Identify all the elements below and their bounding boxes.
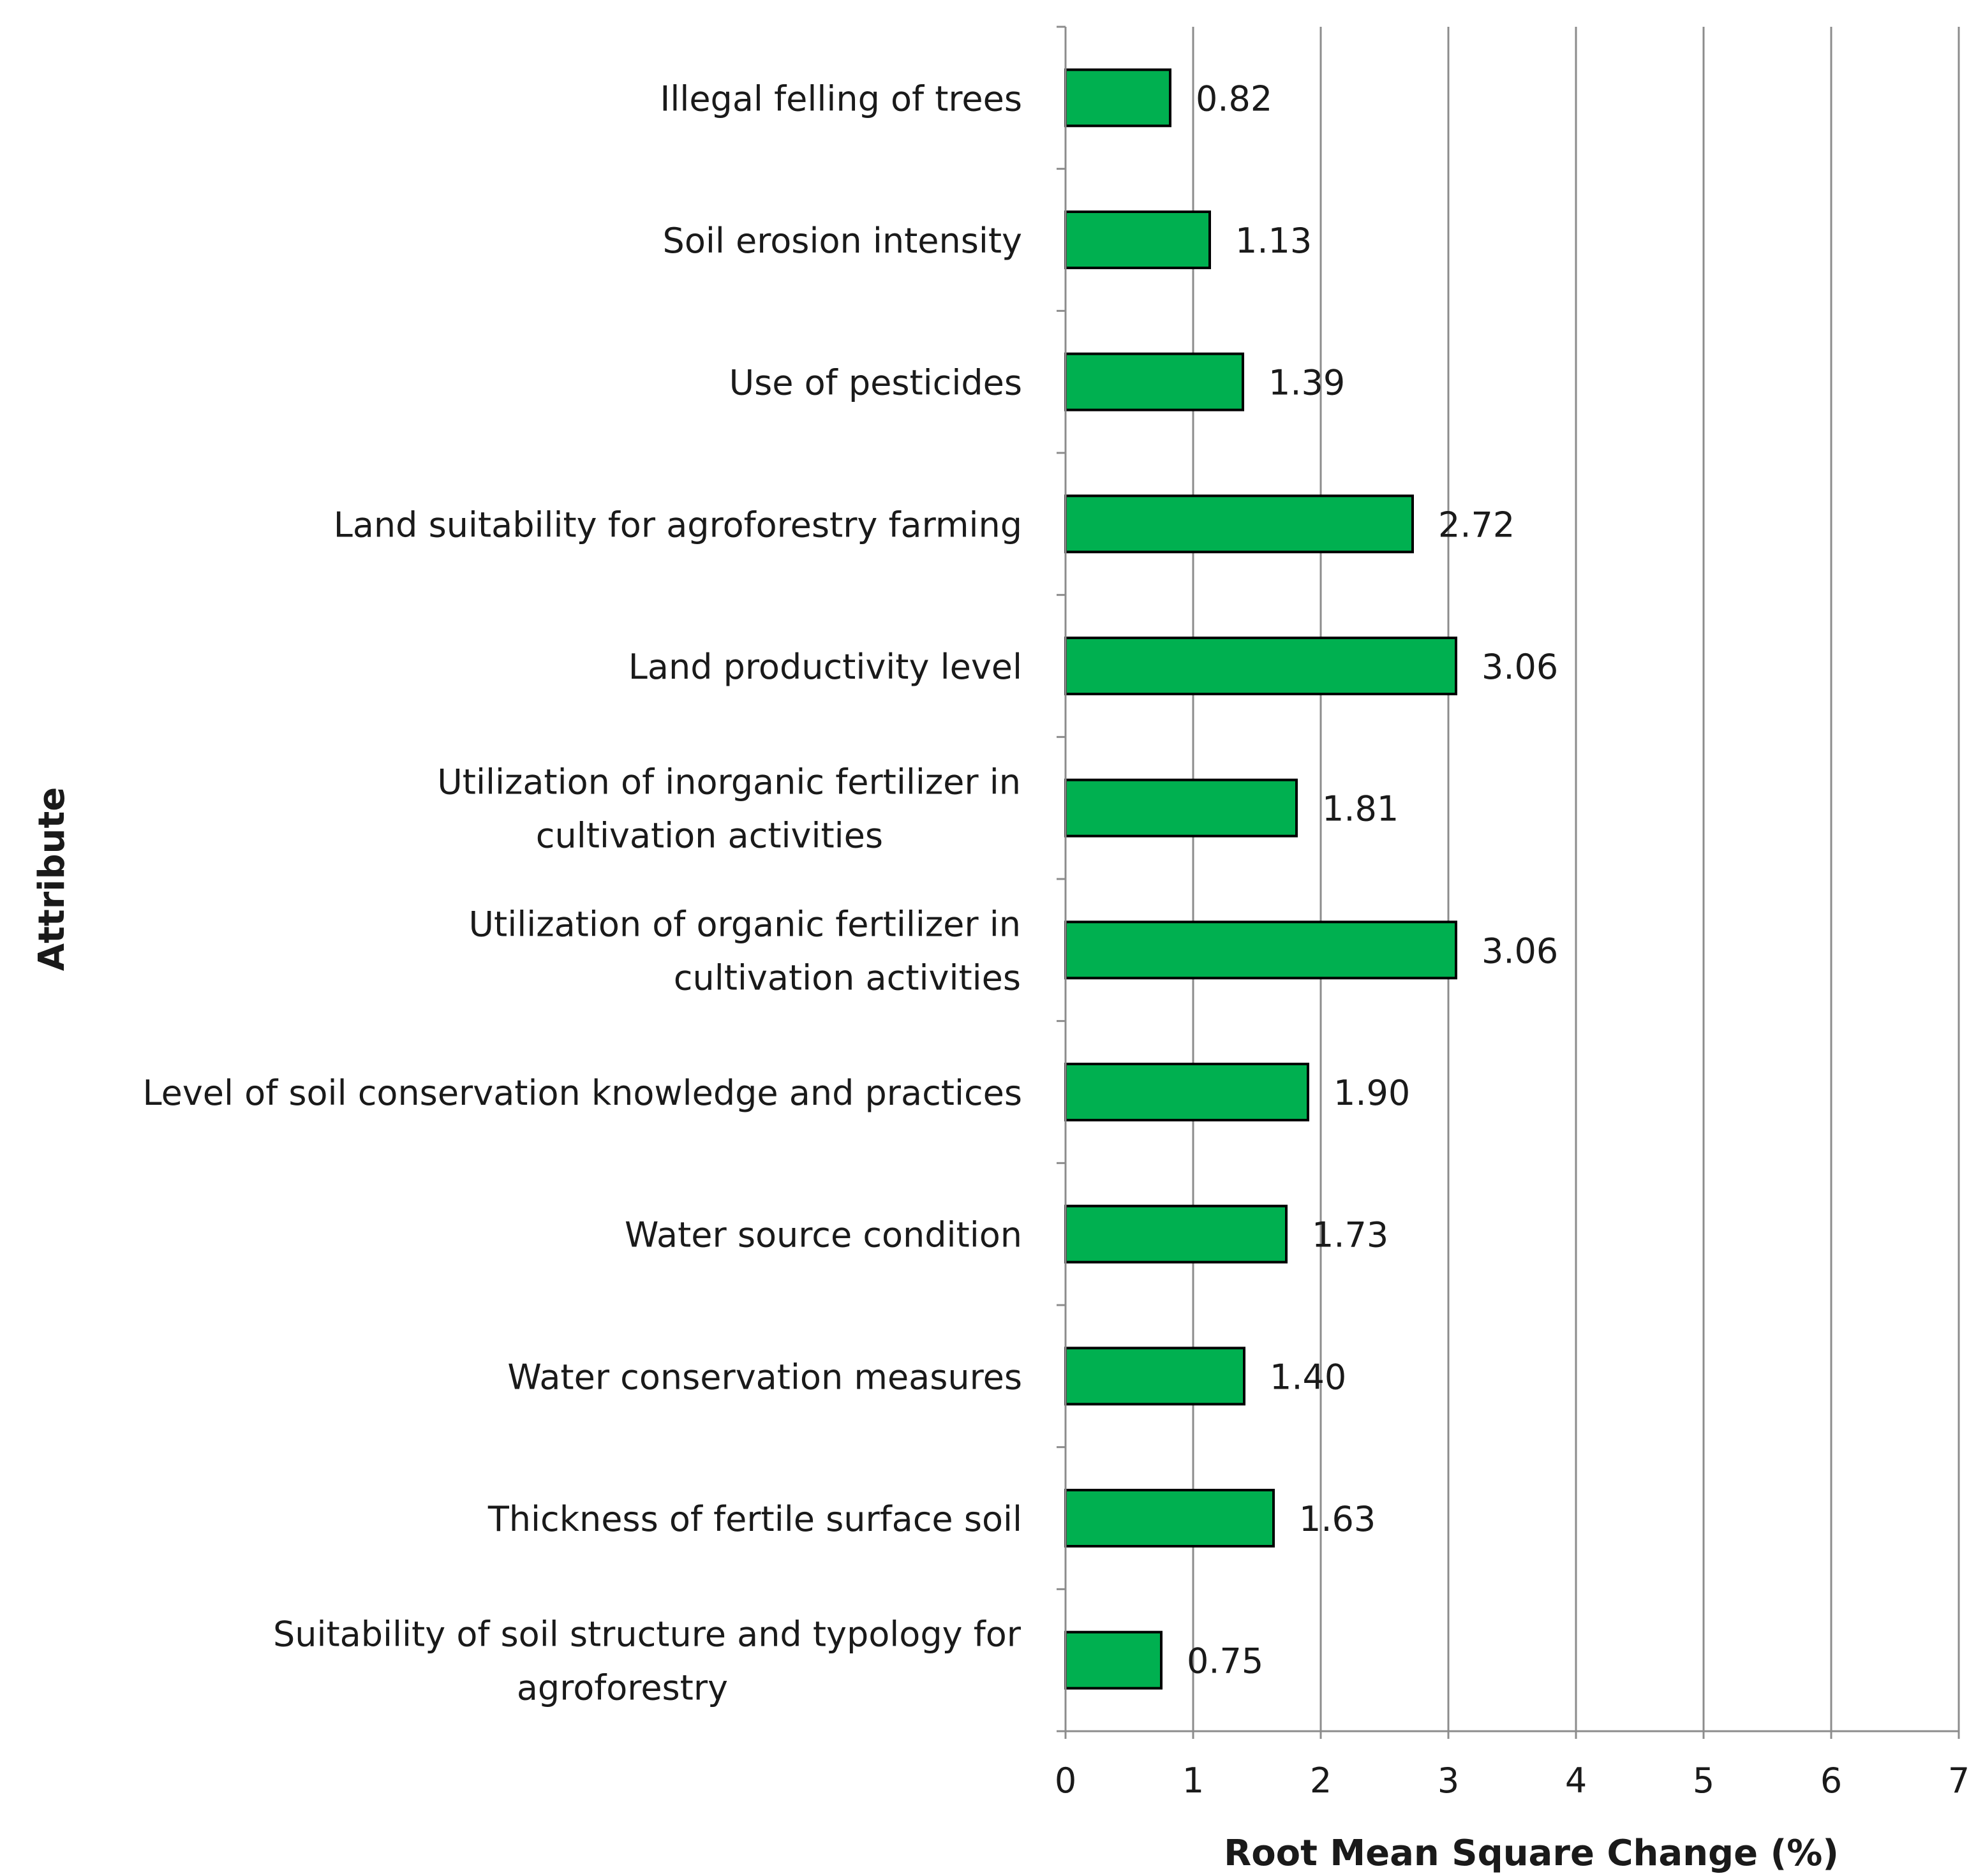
category-label-line: cultivation activities bbox=[536, 816, 883, 856]
value-label: 1.39 bbox=[1268, 363, 1345, 403]
category-label-line: Utilization of organic fertilizer in bbox=[469, 904, 1021, 944]
category-label: Illegal felling of trees bbox=[660, 78, 1022, 119]
bar-0 bbox=[1064, 68, 1171, 128]
category-label: Suitability of soil structure and typolo… bbox=[273, 1614, 1022, 1708]
y-axis-title: Attribute bbox=[31, 787, 73, 971]
category-label: Water conservation measures bbox=[507, 1357, 1022, 1397]
category-label: Level of soil conservation knowledge and… bbox=[142, 1073, 1022, 1113]
bar-9 bbox=[1064, 1347, 1245, 1406]
bar-3 bbox=[1064, 494, 1414, 554]
category-label: Soil erosion intensity bbox=[663, 221, 1022, 261]
value-label: 1.73 bbox=[1312, 1215, 1388, 1255]
bars bbox=[1064, 68, 1457, 1690]
value-label: 3.06 bbox=[1482, 647, 1558, 687]
axes bbox=[1057, 26, 1960, 1739]
category-label: Utilization of organic fertilizer in cult… bbox=[469, 904, 1021, 998]
bar-10 bbox=[1064, 1489, 1275, 1547]
value-label: 1.63 bbox=[1299, 1499, 1376, 1539]
category-label-line: Suitability of soil structure and typolo… bbox=[273, 1614, 1022, 1655]
category-label: Utilization of inorganic fertilizer in cu… bbox=[437, 762, 1021, 856]
category-label: Use of pesticides bbox=[729, 363, 1022, 403]
category-label: Land suitability for agroforestry farmin… bbox=[334, 505, 1022, 545]
value-label: 1.13 bbox=[1235, 221, 1312, 261]
bar-4 bbox=[1064, 637, 1457, 695]
x-tick-label: 2 bbox=[1310, 1761, 1332, 1801]
gridlines bbox=[1192, 27, 1960, 1731]
x-tick-label: 5 bbox=[1693, 1761, 1714, 1801]
x-tick-label: 4 bbox=[1565, 1761, 1587, 1801]
category-label-line: Land suitability for agroforestry farmin… bbox=[334, 505, 1022, 545]
category-label-line: Water conservation measures bbox=[507, 1357, 1022, 1397]
x-tick-label: 0 bbox=[1055, 1761, 1076, 1801]
category-label-line: Water source condition bbox=[625, 1215, 1022, 1255]
category-label-line: Land productivity level bbox=[628, 647, 1022, 687]
category-label-line: Level of soil conservation knowledge and… bbox=[142, 1073, 1022, 1113]
value-label: 1.81 bbox=[1322, 789, 1399, 829]
category-label: Thickness of fertile surface soil bbox=[487, 1499, 1022, 1539]
x-axis-title: Root Mean Square Change (%) bbox=[1224, 1833, 1839, 1874]
labels: 0 1 2 3 4 5 6 7 0.82 Illegal felling of trees 1.13… bbox=[142, 78, 1969, 1801]
x-tick-label: 1 bbox=[1182, 1761, 1204, 1801]
x-tick-label: 7 bbox=[1948, 1761, 1969, 1801]
bar-1 bbox=[1064, 210, 1211, 269]
x-tick-label: 3 bbox=[1438, 1761, 1459, 1801]
category-label-line: Utilization of inorganic fertilizer in bbox=[437, 762, 1021, 802]
bar-8 bbox=[1064, 1204, 1288, 1264]
category-label-line: Soil erosion intensity bbox=[663, 221, 1022, 261]
bar-5 bbox=[1064, 778, 1298, 838]
category-label-line: Thickness of fertile surface soil bbox=[487, 1499, 1022, 1539]
category-label-line: agroforestry bbox=[517, 1668, 728, 1708]
value-label: 3.06 bbox=[1482, 931, 1558, 971]
bar-6 bbox=[1064, 920, 1457, 980]
category-label: Land productivity level bbox=[628, 647, 1022, 687]
category-label-line: Use of pesticides bbox=[729, 363, 1022, 403]
category-label-line: cultivation activities bbox=[674, 957, 1021, 998]
bar-2 bbox=[1064, 352, 1244, 411]
value-label: 1.90 bbox=[1334, 1073, 1410, 1113]
value-label: 0.82 bbox=[1196, 78, 1272, 119]
category-label-line: Illegal felling of trees bbox=[660, 78, 1022, 119]
bar-7 bbox=[1064, 1063, 1309, 1121]
x-tick-label: 6 bbox=[1820, 1761, 1842, 1801]
bar-11 bbox=[1064, 1630, 1163, 1690]
value-label: 2.72 bbox=[1438, 505, 1515, 545]
category-label: Water source condition bbox=[625, 1215, 1022, 1255]
value-label: 1.40 bbox=[1270, 1357, 1346, 1397]
value-label: 0.75 bbox=[1187, 1641, 1263, 1681]
